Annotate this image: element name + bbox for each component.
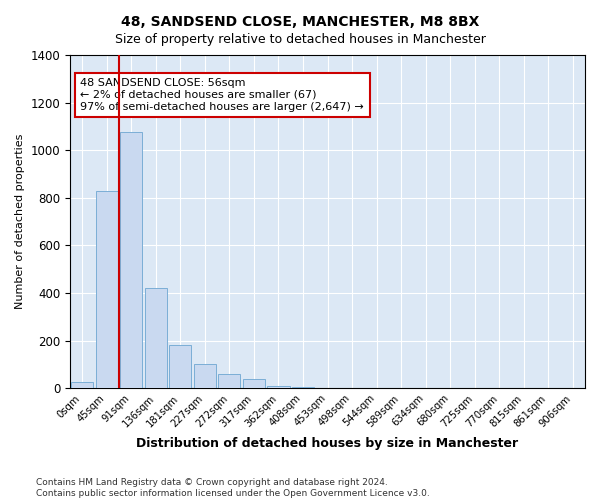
Bar	[120, 132, 142, 388]
Text: Contains HM Land Registry data © Crown copyright and database right 2024.
Contai: Contains HM Land Registry data © Crown c…	[36, 478, 430, 498]
Bar	[218, 374, 241, 388]
Bar	[243, 379, 265, 388]
Text: 48 SANDSEND CLOSE: 56sqm
← 2% of detached houses are smaller (67)
97% of semi-de: 48 SANDSEND CLOSE: 56sqm ← 2% of detache…	[80, 78, 364, 112]
Bar	[71, 382, 94, 388]
Bar	[194, 364, 216, 388]
Text: 48, SANDSEND CLOSE, MANCHESTER, M8 8BX: 48, SANDSEND CLOSE, MANCHESTER, M8 8BX	[121, 15, 479, 29]
X-axis label: Distribution of detached houses by size in Manchester: Distribution of detached houses by size …	[136, 437, 518, 450]
Text: Size of property relative to detached houses in Manchester: Size of property relative to detached ho…	[115, 32, 485, 46]
Bar	[268, 386, 290, 388]
Bar	[292, 387, 314, 388]
Y-axis label: Number of detached properties: Number of detached properties	[15, 134, 25, 310]
Bar	[145, 288, 167, 388]
Bar	[96, 190, 118, 388]
Bar	[169, 346, 191, 388]
